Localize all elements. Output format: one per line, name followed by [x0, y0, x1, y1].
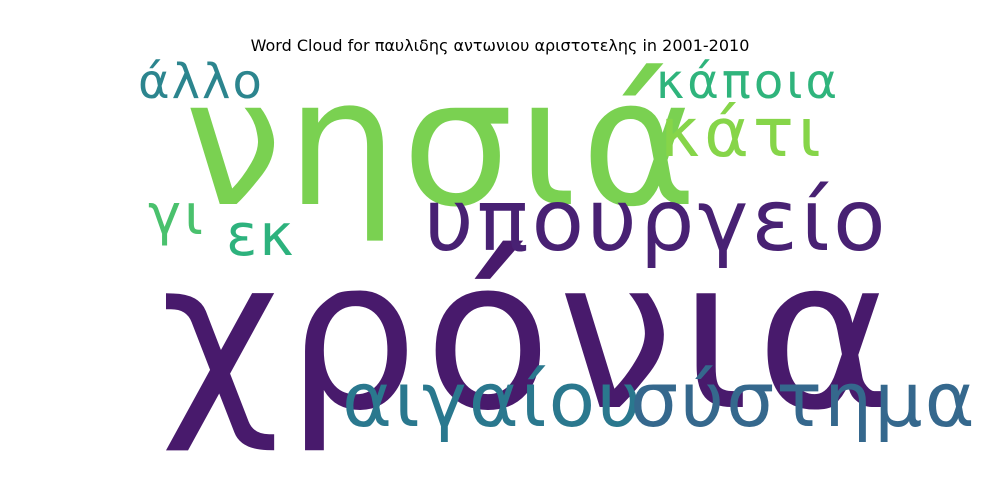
word-nisia: νησιά	[184, 41, 701, 246]
word-kati: κάτι	[660, 94, 825, 173]
word-allo: άλλο	[138, 54, 264, 110]
word-systima: σύστημα	[630, 355, 977, 444]
word-aigaiou: αιγαίου	[342, 355, 644, 444]
word-kapoia: κάποια	[656, 54, 841, 110]
word-gi: γι	[148, 183, 207, 248]
word-ypourgeio: υπουργείο	[424, 171, 889, 271]
word-ek: εκ	[226, 201, 296, 269]
word-xronia: χρόνια	[160, 215, 900, 457]
chart-title: Word Cloud for παυλιδης αντωνιου αριστοτ…	[250, 36, 750, 55]
